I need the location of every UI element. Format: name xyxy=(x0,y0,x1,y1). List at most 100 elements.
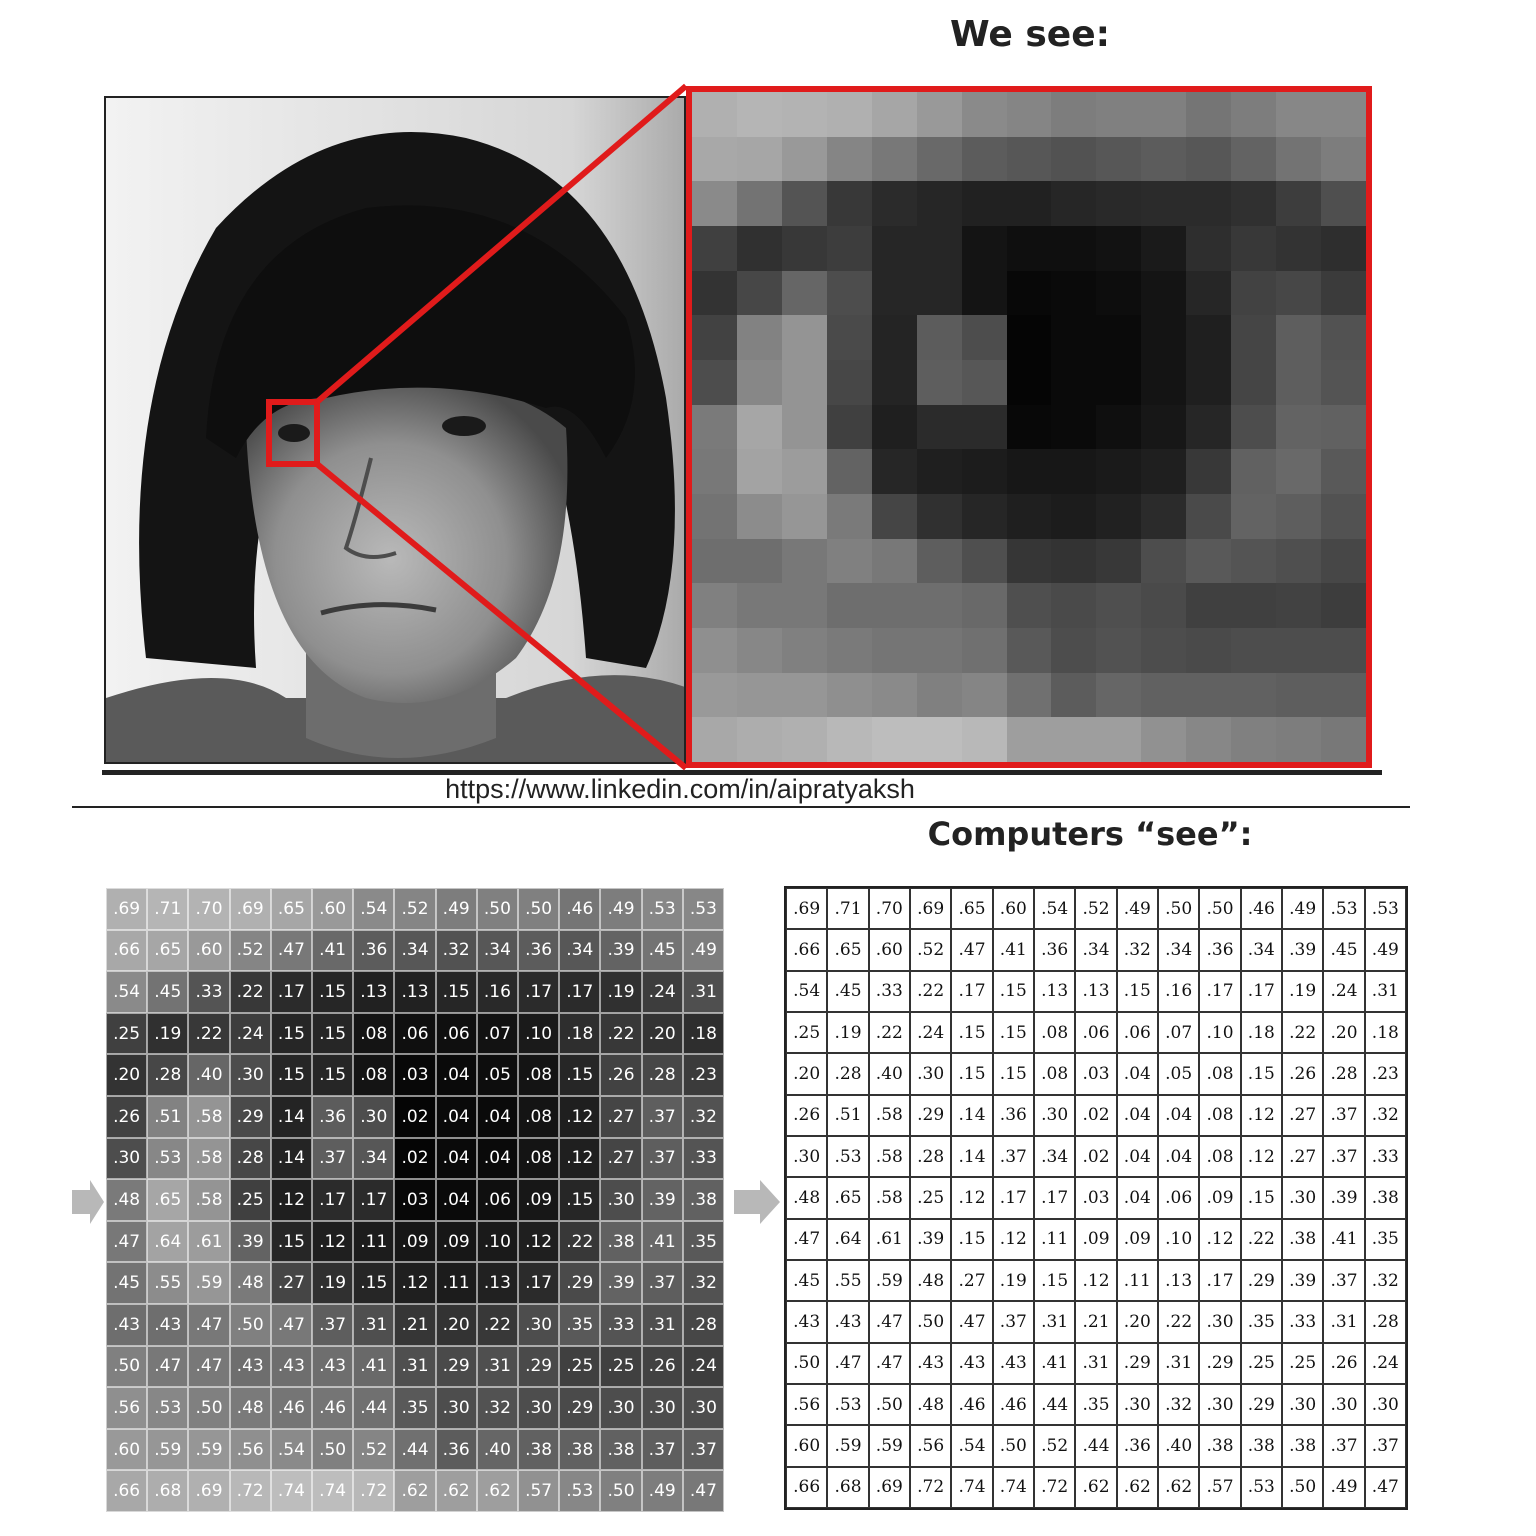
pixel-cell-shaded: .59 xyxy=(147,1428,189,1471)
pixel-cell-value: .65 xyxy=(827,929,869,971)
pixel-cell-value: .56 xyxy=(909,1425,952,1467)
zoomed-pixel xyxy=(1186,583,1232,628)
zoomed-pixel xyxy=(871,628,917,673)
pixel-cell-value: .56 xyxy=(786,1383,828,1426)
pixel-cell-shaded: .46 xyxy=(312,1387,354,1429)
zoomed-pixel xyxy=(871,583,917,628)
zoomed-pixel xyxy=(1231,628,1277,673)
pixel-cell-value: .49 xyxy=(1116,888,1158,930)
pixel-cell-shaded: .37 xyxy=(641,1137,683,1180)
pixel-cell-shaded: .37 xyxy=(641,1095,683,1138)
zoomed-pixel xyxy=(1141,226,1187,271)
we-see-title: We see: xyxy=(949,14,1111,55)
zoomed-pixel xyxy=(692,360,737,405)
pixel-cell-value: .50 xyxy=(1199,888,1241,930)
zoomed-pixel xyxy=(1321,315,1366,360)
pixel-cell-shaded: .27 xyxy=(600,1095,642,1138)
pixel-cell-shaded: .34 xyxy=(476,929,518,972)
pixel-cell-value: .07 xyxy=(1157,1011,1200,1054)
pixel-cell-shaded: .14 xyxy=(270,1137,312,1180)
zoomed-pixel xyxy=(1231,136,1277,182)
pixel-cell-value: .13 xyxy=(1033,970,1076,1012)
pixel-cell-value: .15 xyxy=(951,1218,993,1260)
pixel-cell-shaded: .12 xyxy=(518,1220,560,1263)
pixel-cell-shaded: .47 xyxy=(682,1470,724,1512)
pixel-cell-shaded: .43 xyxy=(106,1303,148,1346)
zoomed-pixel xyxy=(1186,717,1232,762)
zoomed-pixel xyxy=(961,717,1007,762)
pixel-cell-value: .29 xyxy=(1199,1342,1241,1384)
pixel-cell-shaded: .30 xyxy=(106,1137,148,1180)
pixel-cell-shaded: .47 xyxy=(270,929,312,972)
zoomed-pixel xyxy=(1276,672,1322,718)
arrow-right-icon xyxy=(734,1180,780,1224)
pixel-cell-value: .28 xyxy=(827,1053,869,1095)
pixel-cell-value: .41 xyxy=(992,929,1034,971)
zoomed-pixel xyxy=(1276,404,1322,450)
pixel-cell-value: .37 xyxy=(992,1301,1034,1343)
pixel-cell-value: .30 xyxy=(1364,1383,1406,1426)
pixel-cell-shaded: .22 xyxy=(600,1012,642,1055)
zoomed-pixel xyxy=(961,136,1007,182)
pixel-cell-shaded: .31 xyxy=(353,1303,395,1346)
pixel-cell-shaded: .15 xyxy=(559,1054,601,1096)
pixel-cell-shaded: .20 xyxy=(435,1303,477,1346)
zoomed-pixel xyxy=(961,360,1007,405)
pixel-cell-shaded: .06 xyxy=(476,1179,518,1221)
pixel-cell-shaded: .62 xyxy=(476,1470,518,1512)
zoomed-pixel xyxy=(736,717,782,762)
zoomed-pixel xyxy=(961,628,1007,673)
pixel-cell-shaded: .50 xyxy=(518,888,560,930)
pixel-cell-value: .16 xyxy=(1157,970,1200,1012)
zoomed-pixel xyxy=(961,449,1007,494)
pixel-cell-value: .15 xyxy=(1240,1177,1282,1219)
pixel-cell-shaded: .31 xyxy=(682,971,724,1013)
pixel-cell-value: .03 xyxy=(1075,1053,1117,1095)
pixel-cell-shaded: .47 xyxy=(188,1303,230,1346)
zoomed-pixel xyxy=(916,315,962,360)
pixel-cell-shaded: .25 xyxy=(229,1179,271,1221)
pixel-cell-value: .40 xyxy=(1157,1425,1200,1467)
zoomed-pixel xyxy=(736,360,782,405)
pixel-cell-shaded: .47 xyxy=(147,1345,189,1388)
pixel-cell-shaded: .24 xyxy=(682,1345,724,1388)
pixel-cell-value: .04 xyxy=(1157,1094,1200,1136)
pixel-cell-shaded: .20 xyxy=(641,1012,683,1055)
pixel-cell-value: .31 xyxy=(1075,1342,1117,1384)
zoomed-pixel xyxy=(826,583,872,628)
zoomed-pixel xyxy=(1006,449,1052,494)
zoomed-pixel xyxy=(1141,270,1187,316)
pixel-cell-value: .17 xyxy=(1240,970,1282,1012)
pixel-cell-value: .28 xyxy=(1364,1301,1406,1343)
zoomed-pixel xyxy=(916,628,962,673)
pixel-cell-value: .47 xyxy=(951,929,993,971)
zoomed-pixel xyxy=(1006,270,1052,316)
zoomed-pixel xyxy=(1321,538,1366,584)
pixel-cell-shaded: .62 xyxy=(435,1470,477,1512)
pixel-cell-shaded: .37 xyxy=(641,1262,683,1304)
zoomed-pixel xyxy=(826,717,872,762)
pixel-cell-shaded: .15 xyxy=(312,971,354,1013)
pixel-cell-value: .06 xyxy=(1075,1011,1117,1054)
pixel-cell-shaded: .29 xyxy=(518,1345,560,1388)
zoomed-pixel xyxy=(1186,628,1232,673)
pixel-cell-shaded: .45 xyxy=(106,1262,148,1304)
zoomed-pixel xyxy=(1006,360,1052,405)
pixel-cell-shaded: .07 xyxy=(476,1012,518,1055)
pixel-cell-value: .40 xyxy=(868,1053,910,1095)
pixel-cell-value: .48 xyxy=(909,1383,952,1426)
zoomed-pixel xyxy=(826,360,872,405)
pixel-cell-shaded: .32 xyxy=(476,1387,518,1429)
zoomed-pixel xyxy=(1186,538,1232,584)
pixel-cell-shaded: .28 xyxy=(641,1054,683,1096)
pixel-cell-value: .38 xyxy=(1281,1218,1324,1260)
pixel-cell-value: .53 xyxy=(827,1135,869,1178)
pixel-cell-shaded: .25 xyxy=(600,1345,642,1388)
zoomed-pixel xyxy=(916,538,962,584)
pixel-cell-value: .58 xyxy=(868,1177,910,1219)
pixel-cell-value: .53 xyxy=(1364,888,1406,930)
pixel-cell-value: .23 xyxy=(1364,1053,1406,1095)
zoomed-pixel xyxy=(1096,404,1142,450)
pixel-cell-shaded: .50 xyxy=(312,1428,354,1471)
zoomed-pixel xyxy=(1006,181,1052,226)
